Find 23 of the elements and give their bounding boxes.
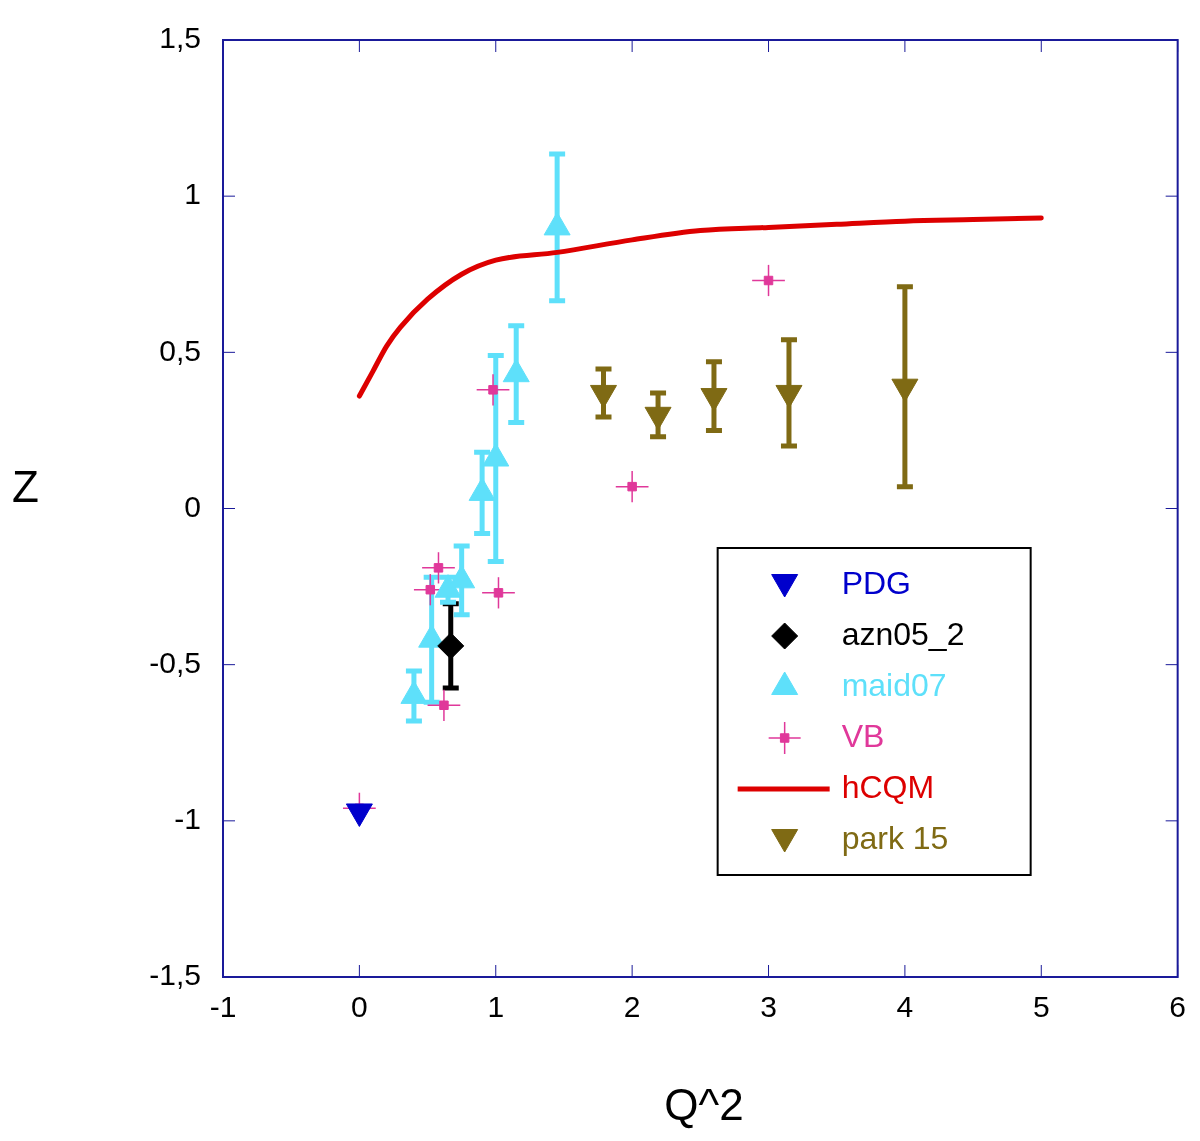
- x-tick-label: 4: [896, 990, 914, 1024]
- legend-label: maid07: [841, 666, 947, 703]
- legend-label: PDG: [841, 564, 911, 601]
- y-tick-label: 1: [184, 177, 201, 211]
- x-tick-label: 3: [760, 990, 777, 1024]
- legend-label: hCQM: [841, 768, 935, 805]
- y-tick-label: 0: [184, 489, 201, 523]
- y-tick-label: -0,5: [149, 645, 201, 679]
- legend-label: park 15: [841, 819, 949, 856]
- x-tick-label: 1: [487, 990, 505, 1024]
- y-tick-label: -1,5: [149, 958, 201, 992]
- x-tick-label: -1: [209, 990, 237, 1024]
- x-axis-title: Q^2: [663, 1080, 745, 1130]
- x-tick-label: 5: [1032, 990, 1050, 1024]
- x-tick-label: 2: [623, 990, 641, 1024]
- x-tick-label: 6: [1169, 990, 1186, 1024]
- y-axis-title: Z: [12, 462, 39, 512]
- y-tick-label: -1: [174, 802, 201, 836]
- y-tick-label: 0,5: [159, 333, 201, 367]
- x-tick-label: 0: [351, 990, 368, 1024]
- legend-label: azn05_2: [841, 615, 965, 652]
- legend-label: VB: [841, 717, 885, 754]
- y-tick-label: 1,5: [159, 21, 201, 55]
